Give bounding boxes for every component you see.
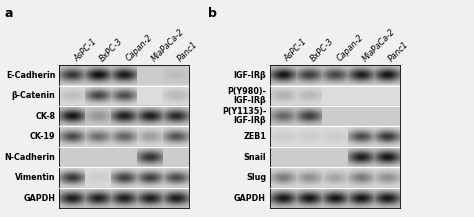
Text: E-Cadherin: E-Cadherin [6,71,55,80]
Text: IGF-IRβ: IGF-IRβ [233,71,266,80]
Text: CK-19: CK-19 [30,132,55,141]
Text: MiaPaCa-2: MiaPaCa-2 [150,27,186,63]
Text: Capan-2: Capan-2 [335,33,365,63]
Text: AsPC-1: AsPC-1 [72,37,99,63]
Text: MiaPaCa-2: MiaPaCa-2 [361,27,397,63]
Text: b: b [208,7,217,20]
Text: Vimentin: Vimentin [15,173,55,182]
Text: Capan-2: Capan-2 [124,33,155,63]
Text: GAPDH: GAPDH [234,194,266,203]
Text: a: a [5,7,13,20]
Text: P(Y1135)-
IGF-IRβ: P(Y1135)- IGF-IRβ [222,107,266,125]
Text: Snail: Snail [244,153,266,162]
Text: ZEB1: ZEB1 [243,132,266,141]
Text: AsPC-1: AsPC-1 [283,37,309,63]
Text: β-Catenin: β-Catenin [11,91,55,100]
Text: Slug: Slug [246,173,266,182]
Text: P(Y980)-
IGF-IRβ: P(Y980)- IGF-IRβ [227,87,266,105]
Text: CK-8: CK-8 [36,112,55,121]
Text: BxPC-3: BxPC-3 [309,36,336,63]
Text: Panc1: Panc1 [176,39,200,63]
Text: N-Cadherin: N-Cadherin [5,153,55,162]
Text: BxPC-3: BxPC-3 [98,36,125,63]
Text: GAPDH: GAPDH [23,194,55,203]
Text: Panc1: Panc1 [387,39,410,63]
